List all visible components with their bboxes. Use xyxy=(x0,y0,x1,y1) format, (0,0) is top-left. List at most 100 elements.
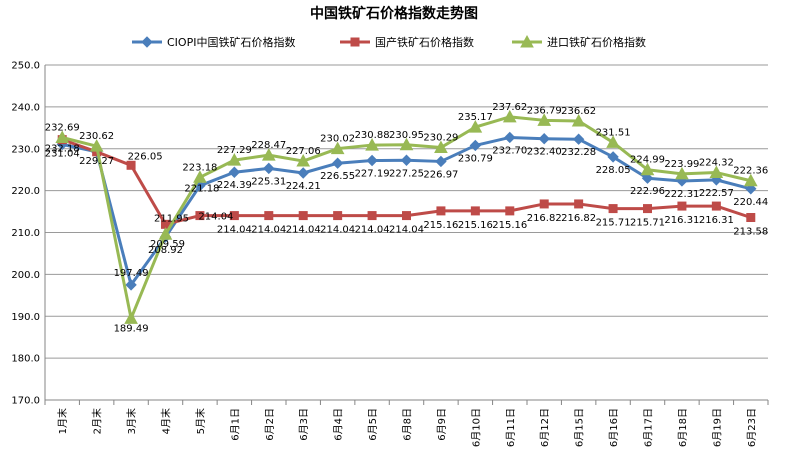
legend-item-1: CIOPI中国铁矿石价格指数 xyxy=(132,35,295,49)
data-point xyxy=(643,204,652,214)
x-tick-label: 6月9日 xyxy=(436,408,448,441)
legend-label: 国产铁矿石价格指数 xyxy=(375,35,474,49)
data-point xyxy=(606,135,620,148)
data-point xyxy=(228,166,241,178)
data-point xyxy=(537,113,552,126)
data-label: 230.95 xyxy=(389,130,424,141)
data-label: 213.58 xyxy=(733,227,768,238)
x-tick-label: 6月23日 xyxy=(746,408,758,447)
y-tick-label: 170.0 xyxy=(11,396,40,407)
data-point xyxy=(746,213,756,223)
data-point xyxy=(227,153,242,166)
data-point xyxy=(640,162,655,176)
data-label: 216.31 xyxy=(699,215,734,226)
data-point xyxy=(607,151,619,163)
series-3 xyxy=(55,109,758,324)
x-tick-label: 6月3日 xyxy=(298,408,310,441)
x-tick-label: 6月10日 xyxy=(470,408,482,447)
data-label: 230.02 xyxy=(320,134,355,145)
data-point xyxy=(296,154,311,167)
data-point xyxy=(402,211,411,221)
x-tick-label: 6月8日 xyxy=(402,408,414,441)
data-point xyxy=(195,211,205,221)
data-point xyxy=(264,211,274,221)
data-point xyxy=(608,204,618,214)
data-point xyxy=(572,133,585,145)
data-label: 222.36 xyxy=(733,166,768,177)
data-label: 231.51 xyxy=(596,127,631,138)
data-label: 221.18 xyxy=(184,184,219,195)
data-point xyxy=(539,199,549,209)
data-label: 232.40 xyxy=(527,147,562,158)
data-point xyxy=(502,109,517,123)
data-point xyxy=(333,211,343,221)
data-label: 215.71 xyxy=(630,218,665,229)
data-label: 214.04 xyxy=(198,212,233,223)
y-tick-label: 210.0 xyxy=(11,228,40,239)
data-point xyxy=(400,154,413,166)
legend-label: CIOPI中国铁矿石价格指数 xyxy=(167,35,295,49)
data-label: 215.71 xyxy=(596,218,631,229)
data-label: 226.97 xyxy=(423,169,458,180)
data-label: 211.95 xyxy=(154,213,189,224)
x-tick-label: 6月16日 xyxy=(608,408,620,447)
data-label: 230.29 xyxy=(423,133,458,144)
data-label: 230.62 xyxy=(79,131,114,142)
y-tick-label: 200.0 xyxy=(11,270,40,281)
data-label: 227.06 xyxy=(286,146,321,157)
data-point xyxy=(709,165,724,179)
data-label: 227.29 xyxy=(217,145,252,156)
data-label: 231.04 xyxy=(45,148,80,159)
y-tick-label: 240.0 xyxy=(11,102,40,113)
data-point xyxy=(330,141,345,155)
data-point xyxy=(350,37,360,47)
data-label: 216.82 xyxy=(527,213,562,224)
data-label: 236.79 xyxy=(527,105,562,116)
data-point xyxy=(574,199,584,209)
data-point xyxy=(504,131,516,144)
data-label: 223.99 xyxy=(664,159,699,170)
data-point xyxy=(297,167,309,179)
data-label: 224.39 xyxy=(217,180,252,191)
data-label: 216.82 xyxy=(561,213,596,224)
data-label: 209.59 xyxy=(150,239,185,250)
data-label: 224.99 xyxy=(630,155,665,166)
data-label: 227.25 xyxy=(389,168,424,179)
data-point xyxy=(470,206,480,216)
data-label: 215.16 xyxy=(458,220,493,231)
data-label: 230.79 xyxy=(458,153,493,164)
x-tick-label: 6月18日 xyxy=(677,408,689,447)
y-tick-label: 220.0 xyxy=(11,186,40,197)
data-label: 235.17 xyxy=(458,112,493,123)
x-tick-label: 6月5日 xyxy=(367,408,379,441)
data-label: 224.32 xyxy=(699,158,734,169)
data-point xyxy=(367,211,377,221)
x-tick-label: 6月2日 xyxy=(264,408,276,441)
data-point xyxy=(436,206,446,216)
data-point xyxy=(520,34,534,48)
data-point xyxy=(675,166,689,180)
data-point xyxy=(126,160,136,170)
y-tick-label: 230.0 xyxy=(11,144,40,155)
data-point xyxy=(141,36,153,48)
data-label: 232.70 xyxy=(492,145,527,156)
data-label: 232.28 xyxy=(561,147,596,158)
y-tick-label: 190.0 xyxy=(11,312,40,323)
data-point xyxy=(229,211,239,221)
data-point xyxy=(745,183,757,195)
data-label: 226.05 xyxy=(128,151,163,162)
axes: 170.0 180.0 190.0 200.0 210.0 220.0 230.0 240.0… xyxy=(11,61,769,447)
data-point xyxy=(571,113,586,127)
data-label: 189.49 xyxy=(114,323,149,334)
data-point xyxy=(55,130,70,143)
data-label: 223.18 xyxy=(182,162,217,173)
data-label: 214.04 xyxy=(251,225,286,236)
x-tick-label: 6月19日 xyxy=(711,408,723,447)
x-tick-label: 6月15日 xyxy=(574,408,586,447)
data-label: 237.62 xyxy=(492,102,527,113)
legend-item-2: 国产铁矿石价格指数 xyxy=(340,35,474,49)
data-point xyxy=(365,138,379,151)
series-group xyxy=(55,109,758,324)
data-point xyxy=(677,201,687,211)
